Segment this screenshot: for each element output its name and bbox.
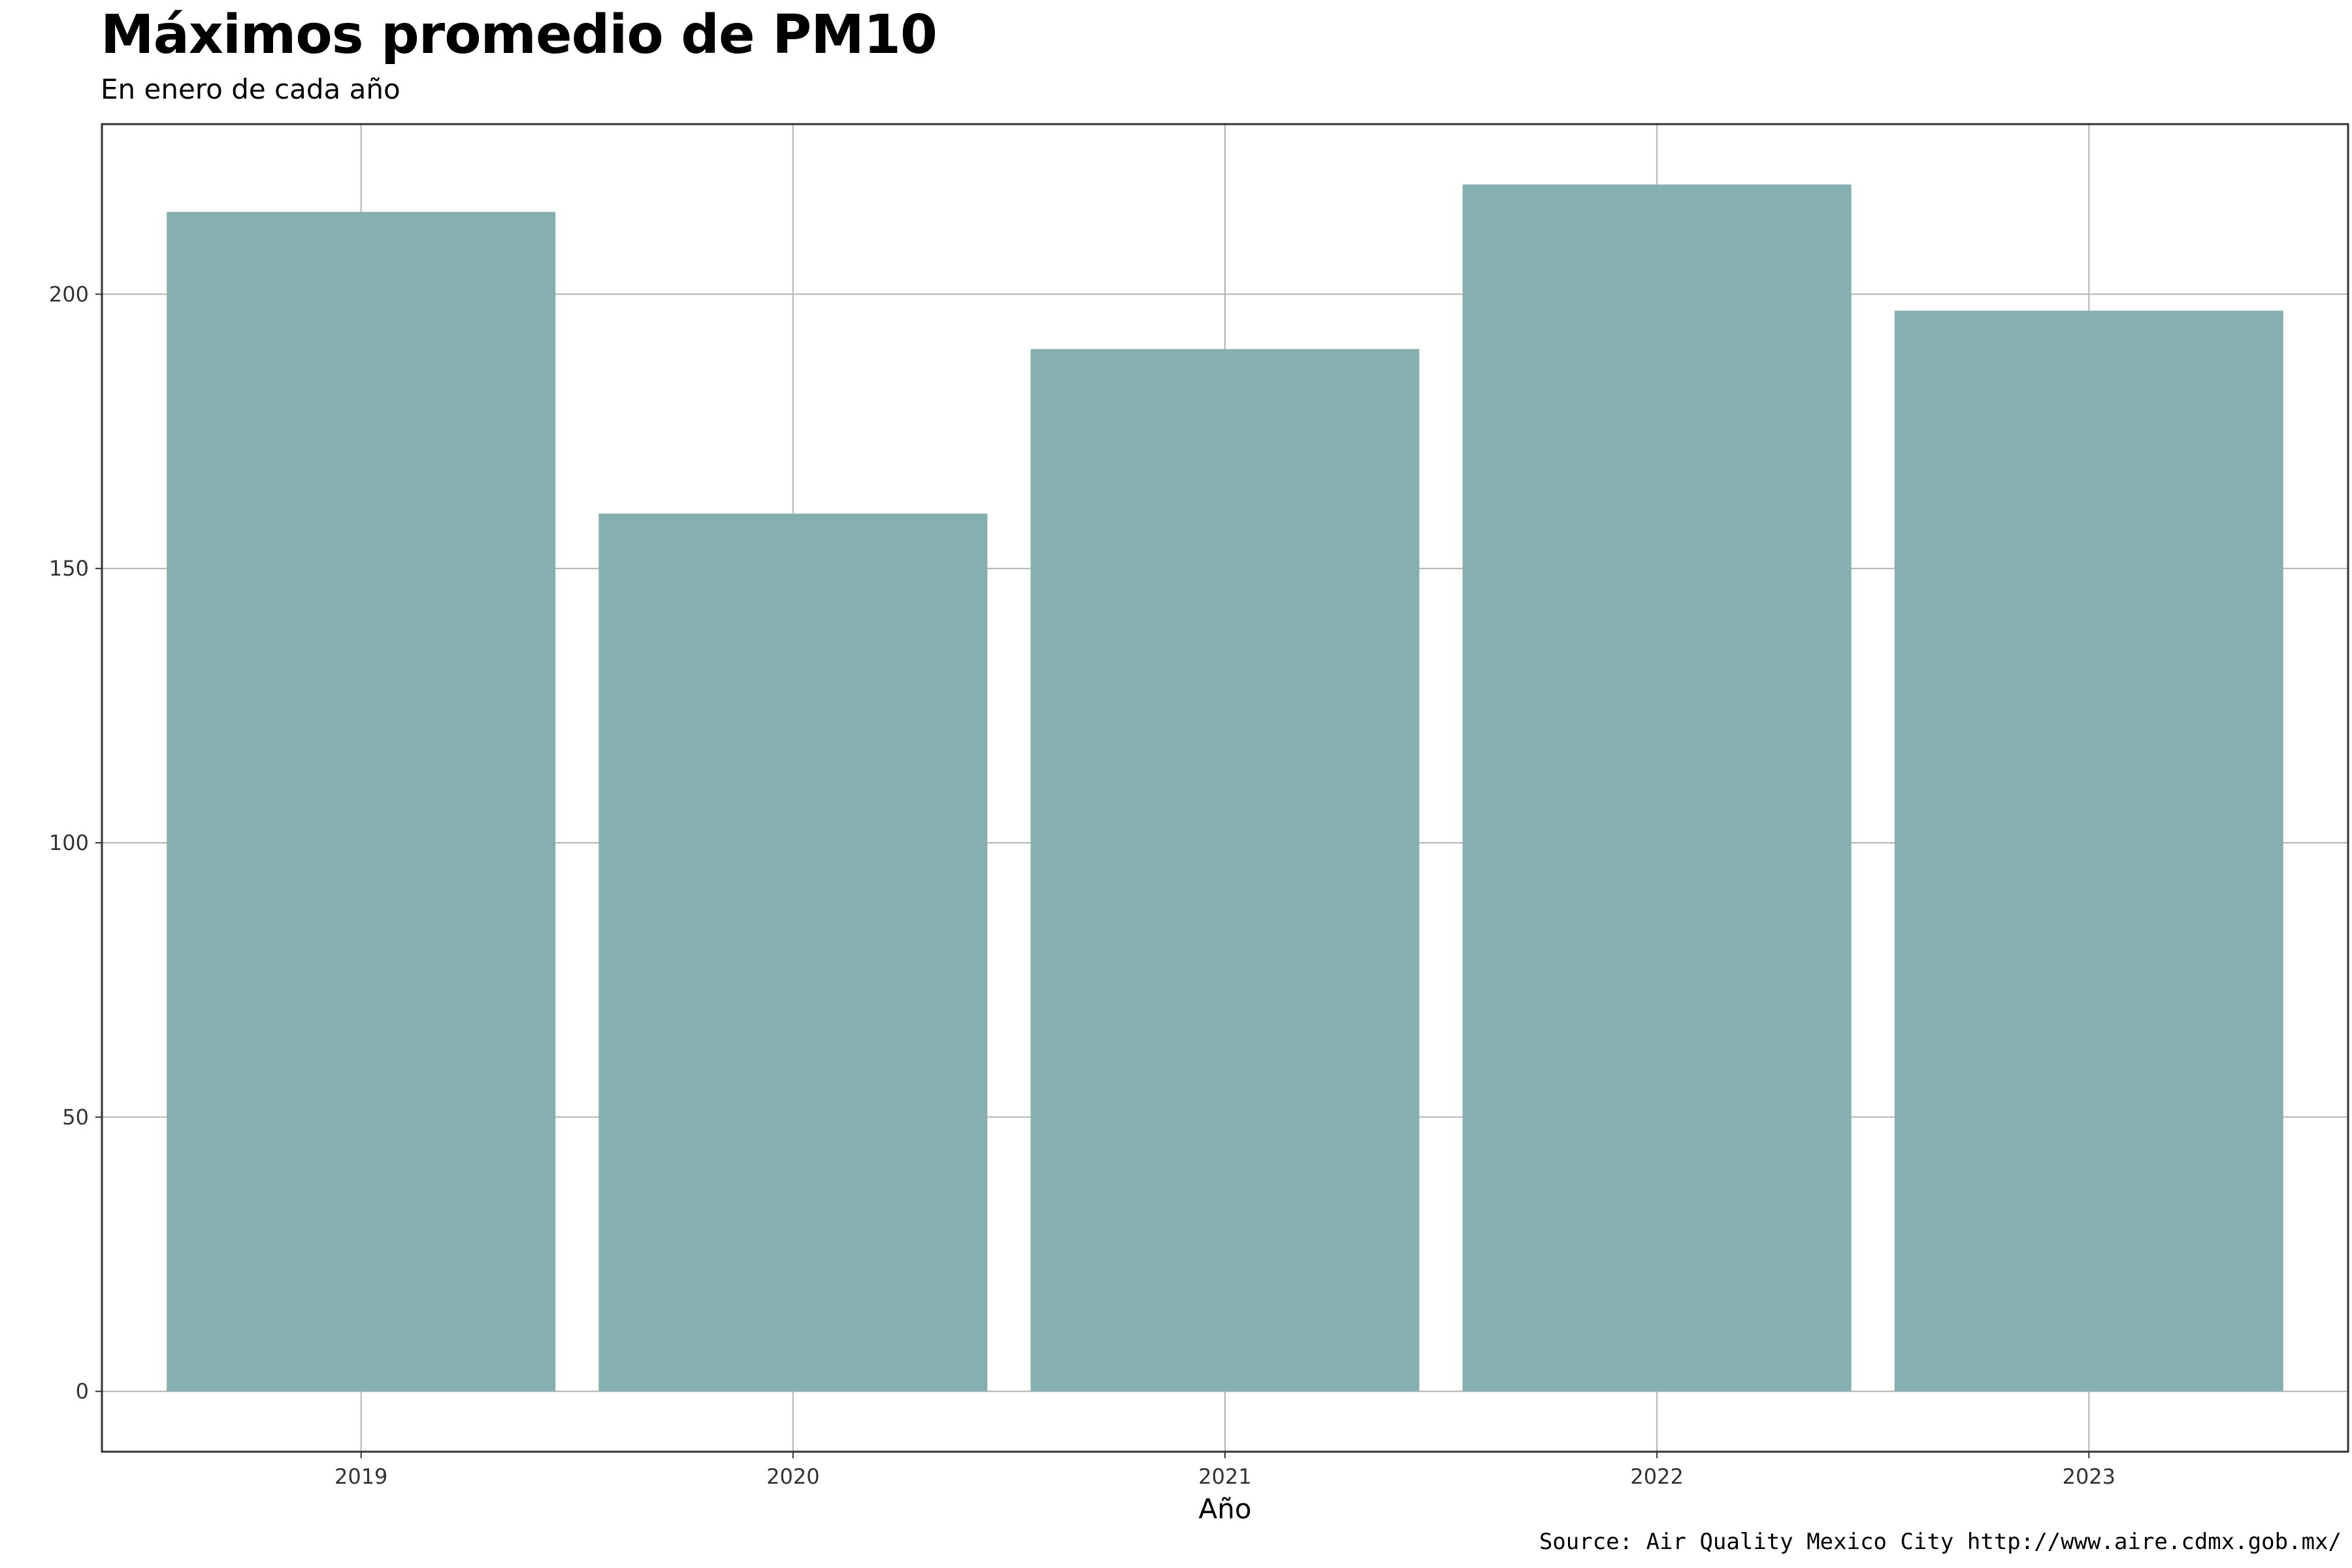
source-caption: Source: Air Quality Mexico City http://w… (1539, 1529, 2342, 1555)
x-axis-ticks: 2019 2020 2021 2022 2023 (335, 1452, 2115, 1489)
y-tick-label: 0 (76, 1379, 89, 1404)
bars (167, 184, 2283, 1392)
y-tick-label: 100 (49, 830, 89, 855)
bar-2019 (167, 212, 556, 1392)
y-axis-ticks: 0 50 100 150 200 (49, 282, 102, 1404)
bar-2021 (1030, 349, 1420, 1392)
chart-subtitle: En enero de cada año (101, 73, 400, 105)
y-tick-label: 200 (49, 282, 89, 306)
bar-2023 (1894, 310, 2283, 1392)
y-tick-label: 50 (62, 1105, 89, 1130)
x-tick-label: 2023 (2063, 1464, 2115, 1489)
x-tick-label: 2019 (335, 1464, 387, 1489)
bar-2022 (1462, 184, 1852, 1392)
x-tick-label: 2021 (1198, 1464, 1251, 1489)
chart-title: Máximos promedio de PM10 (101, 4, 938, 66)
y-tick-label: 150 (49, 556, 89, 581)
bar-2020 (598, 514, 988, 1392)
x-axis-title: Año (1198, 1493, 1251, 1525)
x-tick-label: 2022 (1630, 1464, 1683, 1489)
x-tick-label: 2020 (766, 1464, 819, 1489)
